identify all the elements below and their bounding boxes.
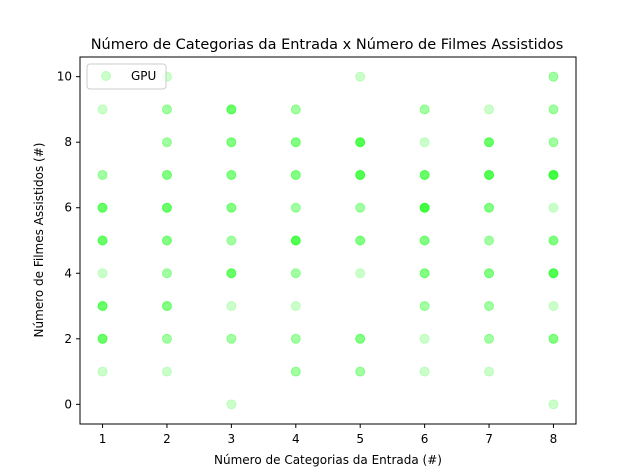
- data-point: [548, 202, 559, 213]
- data-point: [548, 399, 559, 410]
- data-point: [290, 169, 301, 180]
- x-axis-ticks: 1 2 3 4 5 6 7 8: [99, 424, 558, 446]
- y-tick-label: 4: [64, 266, 72, 280]
- data-point: [355, 333, 366, 344]
- data-point: [419, 268, 430, 279]
- data-point: [419, 235, 430, 246]
- data-point: [484, 137, 495, 148]
- data-point: [161, 366, 172, 377]
- data-point: [355, 366, 366, 377]
- data-point: [97, 301, 108, 312]
- data-point: [355, 268, 366, 279]
- data-point: [548, 71, 559, 82]
- data-point: [97, 366, 108, 377]
- legend-marker: [101, 71, 111, 81]
- legend: GPU: [86, 63, 167, 90]
- data-point: [226, 399, 237, 410]
- data-point: [419, 169, 430, 180]
- data-point: [484, 235, 495, 246]
- data-point: [226, 333, 237, 344]
- data-point: [290, 268, 301, 279]
- data-point: [161, 268, 172, 279]
- data-point: [419, 333, 430, 344]
- y-axis-ticks: 0 2 4 6 8 10: [57, 70, 80, 411]
- x-tick-label: 2: [163, 432, 171, 446]
- data-point: [484, 104, 495, 115]
- data-point: [161, 301, 172, 312]
- data-point: [226, 235, 237, 246]
- data-point: [484, 301, 495, 312]
- data-point: [355, 169, 366, 180]
- y-tick-label: 2: [64, 332, 72, 346]
- legend-label: GPU: [131, 69, 156, 83]
- data-point: [97, 235, 108, 246]
- data-point: [226, 104, 237, 115]
- data-point: [290, 202, 301, 213]
- x-tick-label: 3: [228, 432, 236, 446]
- data-point: [226, 169, 237, 180]
- data-point: [548, 333, 559, 344]
- data-point: [355, 71, 366, 82]
- data-point: [97, 169, 108, 180]
- data-point: [226, 268, 237, 279]
- data-point: [419, 202, 430, 213]
- x-tick-label: 1: [99, 432, 107, 446]
- data-point: [290, 301, 301, 312]
- x-tick-label: 6: [421, 432, 429, 446]
- x-tick-label: 7: [485, 432, 493, 446]
- data-point: [355, 137, 366, 148]
- x-tick-label: 4: [292, 432, 300, 446]
- data-point: [419, 104, 430, 115]
- y-axis-label: Número de Filmes Assistidos (#): [32, 143, 46, 338]
- data-point: [290, 137, 301, 148]
- data-point: [548, 301, 559, 312]
- data-point: [226, 137, 237, 148]
- data-point: [484, 366, 495, 377]
- x-axis-label: Número de Categorias da Entrada (#): [214, 453, 442, 467]
- data-point: [290, 104, 301, 115]
- data-point: [419, 366, 430, 377]
- data-point: [161, 333, 172, 344]
- y-tick-label: 0: [64, 397, 72, 411]
- data-point: [97, 202, 108, 213]
- data-point: [548, 268, 559, 279]
- data-point: [484, 202, 495, 213]
- data-point: [419, 137, 430, 148]
- y-tick-label: 10: [57, 70, 72, 84]
- data-point: [548, 169, 559, 180]
- data-point: [97, 104, 108, 115]
- data-point: [161, 169, 172, 180]
- data-point: [290, 235, 301, 246]
- y-tick-label: 6: [64, 201, 72, 215]
- data-point: [419, 301, 430, 312]
- data-point: [226, 202, 237, 213]
- data-point: [161, 235, 172, 246]
- data-point: [226, 301, 237, 312]
- data-point: [484, 169, 495, 180]
- chart-title: Número de Categorias da Entrada x Número…: [91, 37, 564, 53]
- x-tick-label: 5: [356, 432, 364, 446]
- data-point: [548, 137, 559, 148]
- data-point: [290, 333, 301, 344]
- data-point: [355, 235, 366, 246]
- data-point: [97, 268, 108, 279]
- points-layer: [97, 71, 559, 410]
- data-point: [484, 333, 495, 344]
- legend-box: [86, 63, 167, 90]
- data-point: [161, 202, 172, 213]
- plot-area: [79, 56, 577, 425]
- data-point: [290, 366, 301, 377]
- axes-frame: [79, 56, 577, 425]
- data-point: [97, 333, 108, 344]
- x-tick-label: 8: [550, 432, 558, 446]
- data-point: [484, 268, 495, 279]
- data-point: [161, 137, 172, 148]
- data-point: [548, 235, 559, 246]
- y-tick-label: 8: [64, 135, 72, 149]
- data-point: [548, 104, 559, 115]
- data-point: [355, 202, 366, 213]
- data-point: [161, 104, 172, 115]
